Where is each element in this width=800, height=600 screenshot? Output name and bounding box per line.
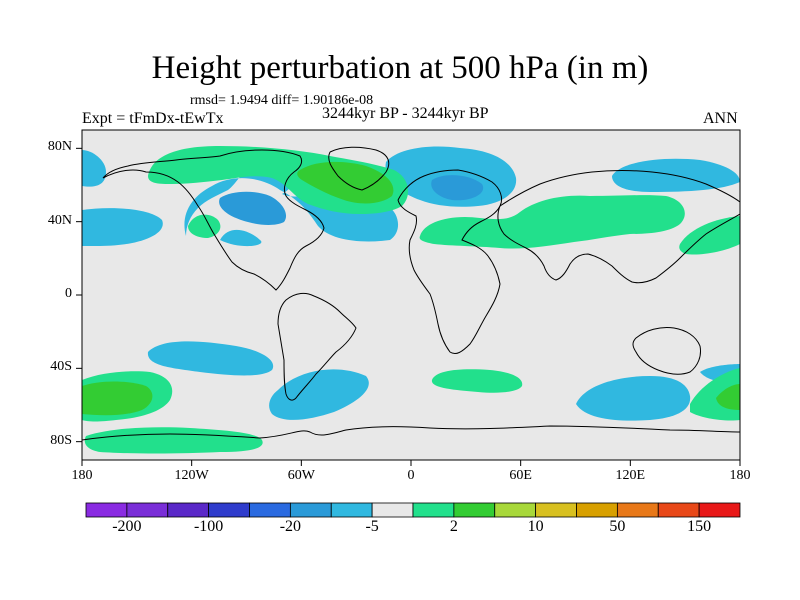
lat-tick-label: 0 bbox=[65, 286, 72, 301]
experiment-label: Expt = tFmDx-tEwTx bbox=[82, 110, 224, 127]
colorbar-swatch bbox=[494, 502, 537, 518]
colorbar-swatch bbox=[535, 502, 577, 518]
colorbar-swatch bbox=[616, 502, 659, 518]
coastline-south-america bbox=[277, 292, 357, 401]
lat-tick-label: 40S bbox=[50, 359, 72, 375]
axis-ticks bbox=[76, 147, 741, 466]
period-label: 3244kyr BP - 3244kyr BP bbox=[322, 105, 489, 122]
colorbar-label: 50 bbox=[609, 518, 626, 535]
negative-anomaly-north-america-core bbox=[219, 191, 287, 225]
colorbar-swatch bbox=[698, 502, 741, 518]
lat-tick-label: 80N bbox=[47, 139, 72, 155]
colorbar-swatch bbox=[330, 502, 373, 518]
coastline-asia bbox=[497, 170, 740, 284]
positive-anomaly-s-pacific-west-core bbox=[82, 381, 153, 416]
positive-anomaly-n-pacific bbox=[188, 214, 221, 238]
colorbar-label: -5 bbox=[365, 518, 379, 535]
coastline-antarctica bbox=[82, 425, 740, 441]
coastline-north-america bbox=[102, 149, 325, 291]
colorbar-label: 150 bbox=[687, 518, 712, 535]
colorbar-swatch bbox=[289, 502, 332, 518]
colorbar-swatch bbox=[249, 502, 291, 518]
lon-tick-label: 180 bbox=[71, 468, 93, 483]
lon-tick-label: 120W bbox=[174, 468, 209, 483]
negative-anomaly-europe-core bbox=[431, 175, 484, 201]
colorbar-swatch bbox=[576, 502, 618, 518]
season-label: ANN bbox=[703, 110, 738, 127]
lon-tick-label: 0 bbox=[407, 468, 415, 483]
colorbar-swatch bbox=[126, 502, 169, 518]
coastlines bbox=[82, 146, 740, 441]
coastline-australia bbox=[632, 327, 701, 375]
colorbar-swatch bbox=[657, 502, 700, 518]
negative-anomaly-n-pacific bbox=[82, 150, 106, 187]
colorbar-label: -20 bbox=[279, 518, 302, 535]
colorbar bbox=[85, 502, 741, 518]
negative-anomaly-s-atlantic bbox=[269, 369, 369, 420]
negative-anomaly-north-america bbox=[184, 161, 399, 247]
positive-anomaly-s-indian bbox=[431, 369, 523, 393]
positive-anomaly-w-pacific bbox=[679, 216, 740, 255]
lon-tick-label: 120E bbox=[615, 468, 646, 483]
lon-tick-label: 60W bbox=[287, 468, 315, 483]
colorbar-swatch bbox=[371, 502, 414, 518]
colorbar-swatch bbox=[85, 502, 128, 518]
colorbar-swatch bbox=[412, 502, 455, 518]
plot-title: Height perturbation at 500 hPa (in m) bbox=[151, 50, 649, 86]
lon-tick-label: 60E bbox=[509, 468, 532, 483]
colorbar-label: -200 bbox=[112, 518, 142, 535]
positive-anomaly-southern-ocean-east-core bbox=[716, 384, 740, 410]
colorbar-swatch bbox=[208, 502, 250, 518]
positive-anomaly-asia bbox=[419, 195, 685, 249]
lon-tick-label: 180 bbox=[729, 468, 751, 483]
colorbar-swatch bbox=[453, 502, 496, 518]
positive-anomaly-southern-ocean-west bbox=[84, 427, 263, 454]
negative-anomaly-southern-ocean bbox=[576, 376, 691, 421]
colorbar-swatch bbox=[167, 502, 210, 518]
lat-tick-label: 40N bbox=[47, 212, 72, 228]
coastline-europe-africa bbox=[397, 169, 503, 355]
stats-line: rmsd= 1.9494 diff= 1.90186e-08 bbox=[190, 93, 374, 108]
negative-anomaly-n-pacific-east bbox=[82, 208, 163, 246]
colorbar-label: 2 bbox=[449, 518, 458, 535]
contour-fields bbox=[82, 146, 740, 454]
lat-tick-label: 80S bbox=[50, 432, 72, 448]
colorbar-label: -100 bbox=[193, 518, 224, 535]
negative-anomaly-s-pacific bbox=[147, 341, 274, 376]
colorbar-label: 10 bbox=[527, 518, 544, 535]
coastline-greenland bbox=[328, 146, 390, 191]
